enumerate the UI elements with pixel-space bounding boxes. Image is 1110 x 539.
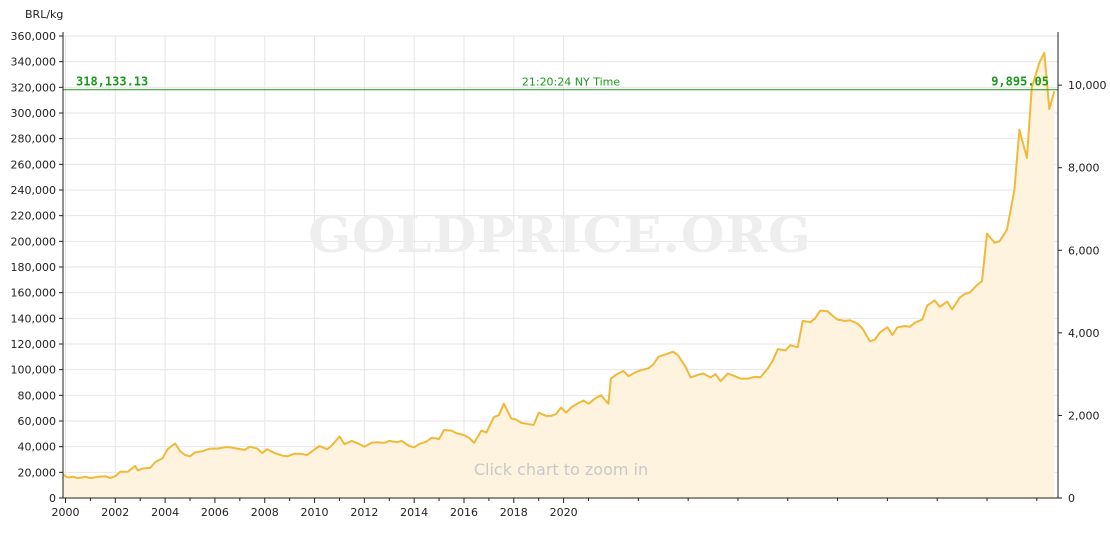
x-tick-label: 2018 [500, 506, 528, 519]
right-y-axis: 0 2,000 4,000 6,000 8,000 10,000 [1058, 79, 1107, 505]
left-tick-label: 220,000 [11, 210, 57, 223]
left-tick-label: 40,000 [18, 441, 57, 454]
left-tick-label: 0 [49, 492, 56, 505]
x-tick-label: 2014 [400, 506, 428, 519]
left-tick-label: 240,000 [11, 184, 57, 197]
x-axis: 2000 2002 2004 2006 2008 2010 2012 2014 2016 2018… [51, 498, 1038, 519]
watermark: GOLDPRICE.ORG [308, 205, 811, 264]
x-tick-label: 2016 [450, 506, 478, 519]
x-tick-label: 2004 [151, 506, 179, 519]
left-tick-label: 280,000 [11, 133, 57, 146]
left-tick-label: 160,000 [11, 287, 57, 300]
left-tick-label: 100,000 [11, 364, 57, 377]
left-tick-label: 260,000 [11, 158, 57, 171]
x-tick-label: 2000 [51, 506, 79, 519]
right-tick-label: 6,000 [1068, 244, 1100, 257]
right-tick-label: 0 [1068, 492, 1075, 505]
left-tick-label: 140,000 [11, 312, 57, 325]
left-tick-label: 180,000 [11, 261, 57, 274]
left-tick-label: 120,000 [11, 338, 57, 351]
price-line [62, 51, 1056, 480]
current-price-usd: 9,895.05 [991, 75, 1049, 89]
x-tick-label: 2006 [201, 506, 229, 519]
left-tick-label: 340,000 [11, 56, 57, 69]
zoom-hint[interactable]: Click chart to zoom in [474, 460, 648, 479]
left-tick-label: 360,000 [11, 30, 57, 43]
right-tick-label: 10,000 [1068, 79, 1107, 92]
left-tick-label: 80,000 [18, 389, 57, 402]
price-area [63, 52, 1055, 498]
left-tick-label: 60,000 [18, 415, 57, 428]
y-axis-unit-label: BRL/kg [25, 8, 63, 21]
current-time: 21:20:24 NY Time [522, 76, 620, 89]
right-tick-label: 4,000 [1068, 327, 1100, 340]
right-tick-label: 2,000 [1068, 409, 1100, 422]
left-tick-label: 300,000 [11, 107, 57, 120]
axes [62, 32, 1059, 499]
left-tick-label: 20,000 [18, 466, 57, 479]
current-price-brl: 318,133.13 [76, 75, 148, 89]
right-tick-label: 8,000 [1068, 162, 1100, 175]
x-tick-label: 2010 [301, 506, 329, 519]
x-tick-label: 2008 [251, 506, 279, 519]
x-tick-label: 2012 [350, 506, 378, 519]
left-tick-label: 200,000 [11, 235, 57, 248]
grid-lines [63, 35, 1058, 499]
x-tick-label: 2002 [101, 506, 129, 519]
left-y-axis: 0 20,000 40,000 60,000 80,000 100,000 120,000 1… [11, 30, 63, 505]
x-tick-label: 2020 [550, 506, 578, 519]
left-tick-label: 320,000 [11, 81, 57, 94]
